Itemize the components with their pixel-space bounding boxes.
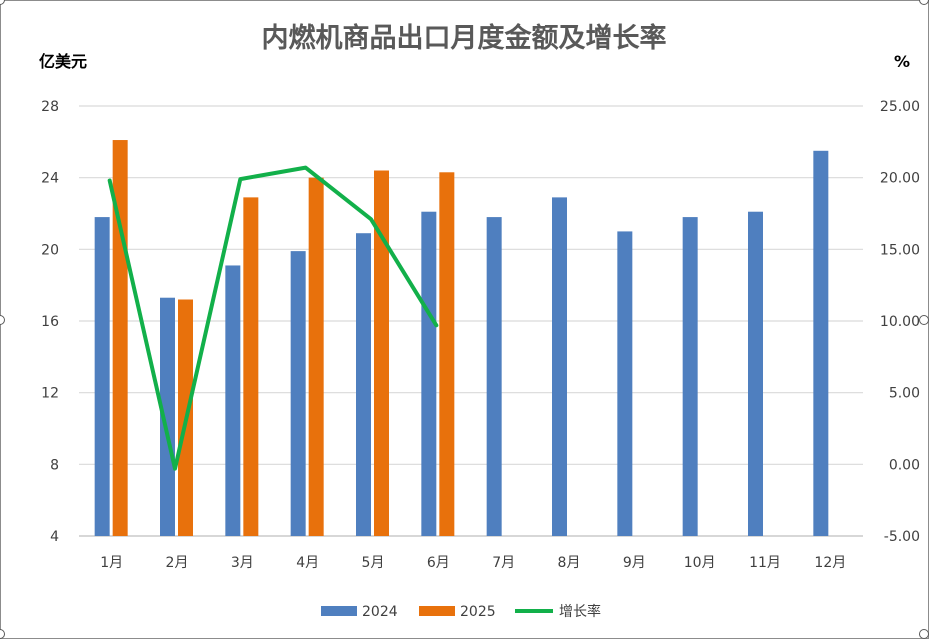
x-tick-label: 7月: [492, 555, 515, 571]
bar-2025: [243, 197, 259, 536]
x-tick-label: 10月: [684, 555, 716, 571]
bar-2025: [374, 170, 389, 536]
bar-2024: [552, 197, 567, 536]
y2-tick-label: 15.00: [880, 242, 920, 258]
x-tick-label: 4月: [296, 555, 319, 571]
y-tick-label: 24: [41, 171, 59, 187]
y-tick-label: 28: [41, 99, 59, 115]
legend-label: 增长率: [559, 603, 601, 620]
legend-swatch-2025: [419, 606, 455, 616]
legend-swatch-2024: [321, 606, 357, 616]
bar-2024: [682, 217, 698, 537]
legend-label: 2024: [362, 604, 398, 620]
y2-axis-label: %: [894, 52, 910, 71]
bar-2024: [225, 265, 241, 536]
x-tick-label: 6月: [427, 555, 450, 571]
y-tick-label: 4: [50, 529, 59, 545]
bar-2024: [748, 211, 763, 537]
resize-handle-right[interactable]: [919, 315, 929, 325]
bar-2024: [421, 211, 437, 537]
resize-handle-bottom-right[interactable]: [919, 629, 929, 639]
x-tick-label: 5月: [362, 555, 385, 571]
bars: [94, 140, 829, 537]
x-tick-label: 1月: [100, 555, 123, 571]
x-tick-label: 8月: [558, 555, 581, 571]
bar-2024: [356, 233, 371, 537]
x-tick-label: 9月: [623, 555, 646, 571]
y-tick-label: 20: [41, 242, 59, 258]
y2-tick-label: -5.00: [884, 529, 920, 545]
x-tick-label: 12月: [814, 555, 846, 571]
bar-2024: [486, 217, 502, 537]
gridlines: [79, 105, 863, 537]
y2-tick-label: 0.00: [889, 457, 920, 473]
x-axis-ticks: 1月 2月 3月 4月 5月 6月 7月 8月 9月 10月 11月 12月: [100, 555, 846, 571]
bar-2024: [94, 217, 110, 537]
growth-rate-line: [107, 165, 439, 471]
bar-2025: [308, 177, 324, 536]
y2-tick-label: 25.00: [880, 99, 920, 115]
y-axis-ticks: 4 8 12 16 20 24 28: [41, 99, 59, 545]
x-tick-label: 2月: [166, 555, 189, 571]
y2-tick-label: 5.00: [889, 386, 920, 402]
y-tick-label: 16: [41, 314, 59, 330]
x-tick-label: 3月: [231, 555, 254, 571]
x-tick-label: 11月: [749, 555, 781, 571]
chart-title: 内燃机商品出口月度金额及增长率: [262, 22, 667, 54]
y-tick-label: 8: [50, 457, 59, 473]
bar-2024: [290, 251, 306, 536]
y-tick-label: 12: [41, 386, 59, 402]
legend: 2024 2025 增长率: [321, 603, 601, 620]
y2-tick-label: 20.00: [880, 171, 920, 187]
legend-label: 2025: [460, 604, 496, 620]
y-axis-label: 亿美元: [39, 52, 87, 71]
bar-2024: [813, 150, 829, 536]
y2-axis-ticks: -5.00 0.00 5.00 10.00 15.00 20.00 25.00: [880, 99, 920, 545]
y2-tick-label: 10.00: [880, 314, 920, 330]
growth-line: [107, 165, 439, 471]
bar-2024: [617, 231, 633, 536]
bar-2025: [439, 172, 455, 536]
bar-2024: [160, 297, 175, 536]
